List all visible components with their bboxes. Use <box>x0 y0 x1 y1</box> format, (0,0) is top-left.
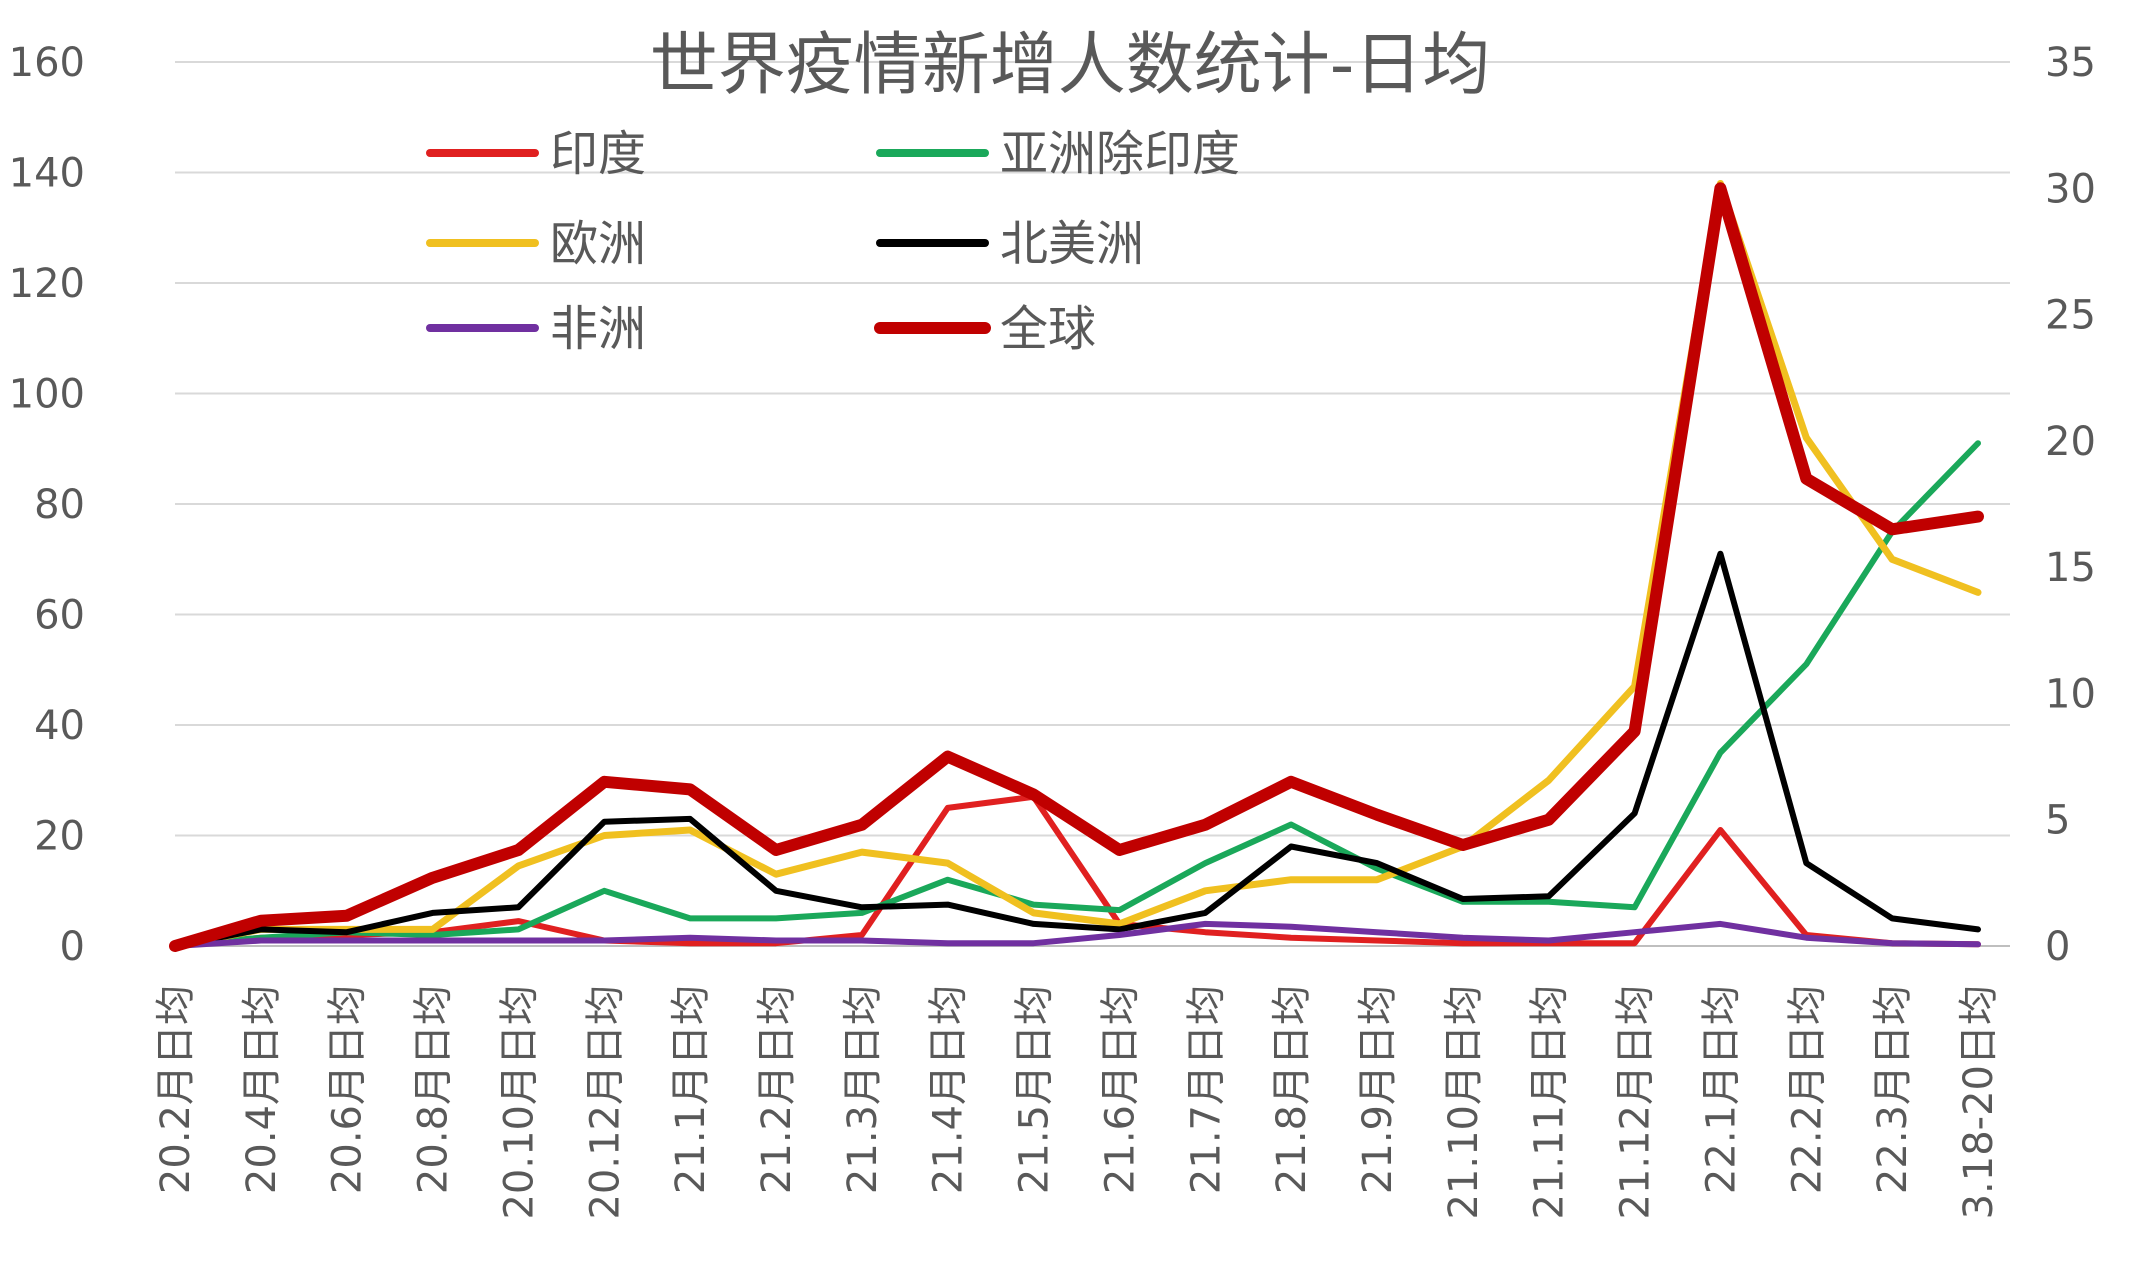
x-tick-label: 20.4月日均 <box>239 985 285 1194</box>
x-axis: 20.2月日均 20.4月日均 20.6月日均 20.8月日均 20.10月日均 20.1… <box>153 985 2002 1220</box>
x-tick-label: 21.12月日均 <box>1613 985 1659 1220</box>
y-left-tick-label: 60 <box>34 593 85 639</box>
y-left-tick-label: 20 <box>34 814 85 860</box>
x-tick-label: 21.3月日均 <box>840 985 886 1194</box>
legend-label: 欧洲 <box>550 216 646 272</box>
x-tick-label: 21.1月日均 <box>668 985 714 1194</box>
y-right-tick-label: 20 <box>2045 419 2096 465</box>
y-right-tick-label: 5 <box>2045 798 2070 844</box>
x-tick-label: 20.2月日均 <box>153 985 199 1194</box>
x-tick-label: 22.1月日均 <box>1698 985 1744 1194</box>
x-tick-label: 21.9月日均 <box>1355 985 1401 1194</box>
x-tick-label: 21.11月日均 <box>1527 985 1573 1220</box>
x-tick-label: 20.10月日均 <box>496 985 542 1220</box>
series-line-1 <box>172 440 1981 949</box>
x-tick-label: 21.4月日均 <box>926 985 972 1194</box>
x-tick-label: 22.3月日均 <box>1870 985 1916 1194</box>
y-left-tick-label: 40 <box>34 703 85 749</box>
y-right-tick-label: 25 <box>2045 293 2096 339</box>
y-left-tick-label: 120 <box>9 261 85 307</box>
y-left-tick-label: 160 <box>9 40 85 86</box>
y-axis-left: 0 20 40 60 80 100 120 140 160 <box>9 40 85 970</box>
x-tick-label: 21.7月日均 <box>1183 985 1229 1194</box>
series-line-5 <box>169 182 1984 952</box>
x-tick-label: 21.5月日均 <box>1012 985 1058 1194</box>
legend-label: 全球 <box>1000 301 1096 357</box>
x-tick-label: 20.6月日均 <box>325 985 371 1194</box>
x-tick-label: 21.10月日均 <box>1441 985 1487 1220</box>
legend-label: 亚洲除印度 <box>1000 126 1240 182</box>
legend-label: 非洲 <box>550 301 646 357</box>
y-right-tick-label: 0 <box>2045 924 2070 970</box>
legend-label: 印度 <box>550 126 646 182</box>
series-line-3 <box>172 550 1981 949</box>
series-lines <box>169 180 1984 952</box>
y-right-tick-label: 35 <box>2045 40 2096 86</box>
series-line-0 <box>172 793 1981 949</box>
y-axis-right: 0 5 10 15 20 25 30 35 <box>2045 40 2096 970</box>
y-left-tick-label: 80 <box>34 482 85 528</box>
x-tick-label: 21.2月日均 <box>754 985 800 1194</box>
legend-label: 北美洲 <box>1000 216 1144 272</box>
chart-title: 世界疫情新增人数统计-日均 <box>650 26 1491 105</box>
y-right-tick-label: 10 <box>2045 671 2096 717</box>
y-right-tick-label: 15 <box>2045 545 2096 591</box>
x-tick-label: 20.12月日均 <box>582 985 628 1220</box>
series-line-4 <box>172 920 1981 949</box>
x-tick-label: 20.8月日均 <box>411 985 457 1194</box>
x-tick-label: 22.2月日均 <box>1784 985 1830 1194</box>
x-tick-label: 3.18-20日均 <box>1956 985 2002 1219</box>
y-left-tick-label: 0 <box>60 924 85 970</box>
x-tick-label: 21.6月日均 <box>1097 985 1143 1194</box>
x-tick-label: 21.8月日均 <box>1269 985 1315 1194</box>
y-left-tick-label: 140 <box>9 151 85 197</box>
y-right-tick-label: 30 <box>2045 166 2096 212</box>
y-left-tick-label: 100 <box>9 372 85 418</box>
